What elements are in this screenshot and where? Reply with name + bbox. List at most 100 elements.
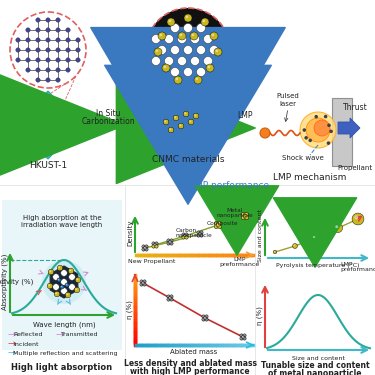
Circle shape bbox=[198, 232, 202, 236]
Circle shape bbox=[155, 245, 158, 248]
Text: New Propellant: New Propellant bbox=[128, 260, 176, 264]
Circle shape bbox=[141, 281, 145, 285]
Circle shape bbox=[156, 243, 157, 244]
Circle shape bbox=[66, 58, 70, 62]
Circle shape bbox=[183, 234, 184, 235]
Circle shape bbox=[171, 240, 172, 241]
Circle shape bbox=[57, 278, 61, 282]
Polygon shape bbox=[156, 116, 178, 150]
Circle shape bbox=[146, 246, 147, 247]
Circle shape bbox=[56, 18, 60, 22]
Circle shape bbox=[324, 116, 327, 118]
Circle shape bbox=[169, 20, 171, 22]
Circle shape bbox=[335, 225, 338, 228]
Circle shape bbox=[58, 279, 59, 280]
Circle shape bbox=[242, 213, 243, 214]
Circle shape bbox=[152, 245, 155, 248]
Circle shape bbox=[16, 58, 20, 62]
Polygon shape bbox=[156, 106, 220, 130]
Circle shape bbox=[46, 38, 50, 42]
Circle shape bbox=[352, 213, 364, 225]
Text: In Situ: In Situ bbox=[96, 108, 120, 117]
Circle shape bbox=[199, 233, 200, 234]
Circle shape bbox=[174, 76, 182, 84]
Circle shape bbox=[204, 34, 213, 44]
Text: →: → bbox=[7, 348, 15, 358]
Circle shape bbox=[185, 233, 188, 236]
Circle shape bbox=[143, 246, 147, 250]
Circle shape bbox=[65, 283, 69, 287]
Circle shape bbox=[178, 32, 186, 40]
Circle shape bbox=[177, 57, 186, 66]
Circle shape bbox=[75, 288, 77, 290]
Circle shape bbox=[184, 14, 192, 22]
Circle shape bbox=[170, 298, 173, 301]
Circle shape bbox=[46, 28, 50, 32]
Circle shape bbox=[142, 249, 144, 250]
Circle shape bbox=[57, 265, 63, 271]
Circle shape bbox=[170, 242, 173, 245]
Circle shape bbox=[244, 215, 245, 216]
Circle shape bbox=[214, 221, 218, 225]
Text: →: → bbox=[55, 330, 63, 340]
Circle shape bbox=[315, 116, 317, 118]
Circle shape bbox=[243, 337, 246, 340]
Circle shape bbox=[170, 295, 173, 298]
Circle shape bbox=[170, 239, 173, 242]
Circle shape bbox=[242, 335, 244, 339]
Circle shape bbox=[36, 68, 40, 72]
Circle shape bbox=[206, 315, 207, 316]
Circle shape bbox=[183, 68, 192, 76]
Circle shape bbox=[190, 57, 200, 66]
Circle shape bbox=[173, 115, 179, 121]
Circle shape bbox=[177, 34, 186, 44]
Bar bbox=[332, 98, 352, 166]
Circle shape bbox=[206, 64, 214, 72]
Circle shape bbox=[303, 129, 306, 131]
Circle shape bbox=[75, 277, 81, 283]
Circle shape bbox=[274, 251, 275, 252]
Circle shape bbox=[327, 142, 330, 144]
Circle shape bbox=[168, 243, 169, 244]
Circle shape bbox=[76, 278, 78, 280]
Circle shape bbox=[182, 233, 185, 236]
Circle shape bbox=[36, 38, 40, 42]
Circle shape bbox=[36, 58, 40, 62]
Circle shape bbox=[66, 68, 70, 72]
Circle shape bbox=[165, 34, 174, 44]
Circle shape bbox=[183, 24, 192, 33]
Circle shape bbox=[145, 245, 148, 248]
Circle shape bbox=[211, 34, 214, 36]
Circle shape bbox=[152, 57, 160, 66]
Text: Size and content: Size and content bbox=[292, 356, 344, 360]
Circle shape bbox=[143, 280, 146, 283]
Circle shape bbox=[171, 298, 172, 300]
Circle shape bbox=[142, 248, 145, 251]
Circle shape bbox=[56, 28, 60, 32]
Circle shape bbox=[69, 269, 71, 271]
Text: Size and content: Size and content bbox=[258, 210, 262, 262]
Circle shape bbox=[56, 292, 57, 294]
Circle shape bbox=[292, 243, 297, 249]
Circle shape bbox=[306, 118, 330, 142]
Circle shape bbox=[74, 287, 80, 293]
Circle shape bbox=[66, 38, 70, 42]
Circle shape bbox=[246, 217, 247, 218]
Circle shape bbox=[188, 119, 194, 125]
Circle shape bbox=[56, 68, 60, 72]
Circle shape bbox=[182, 236, 185, 239]
Circle shape bbox=[162, 64, 170, 72]
Circle shape bbox=[246, 213, 247, 214]
Circle shape bbox=[48, 269, 54, 275]
Circle shape bbox=[167, 18, 175, 26]
Circle shape bbox=[197, 231, 200, 234]
Text: Incident: Incident bbox=[13, 342, 39, 346]
Circle shape bbox=[158, 45, 166, 54]
Circle shape bbox=[200, 231, 203, 234]
Circle shape bbox=[168, 127, 174, 133]
Circle shape bbox=[46, 58, 50, 62]
Circle shape bbox=[205, 318, 208, 321]
Text: Reflected: Reflected bbox=[13, 333, 42, 338]
Circle shape bbox=[206, 318, 207, 320]
Circle shape bbox=[168, 296, 169, 297]
